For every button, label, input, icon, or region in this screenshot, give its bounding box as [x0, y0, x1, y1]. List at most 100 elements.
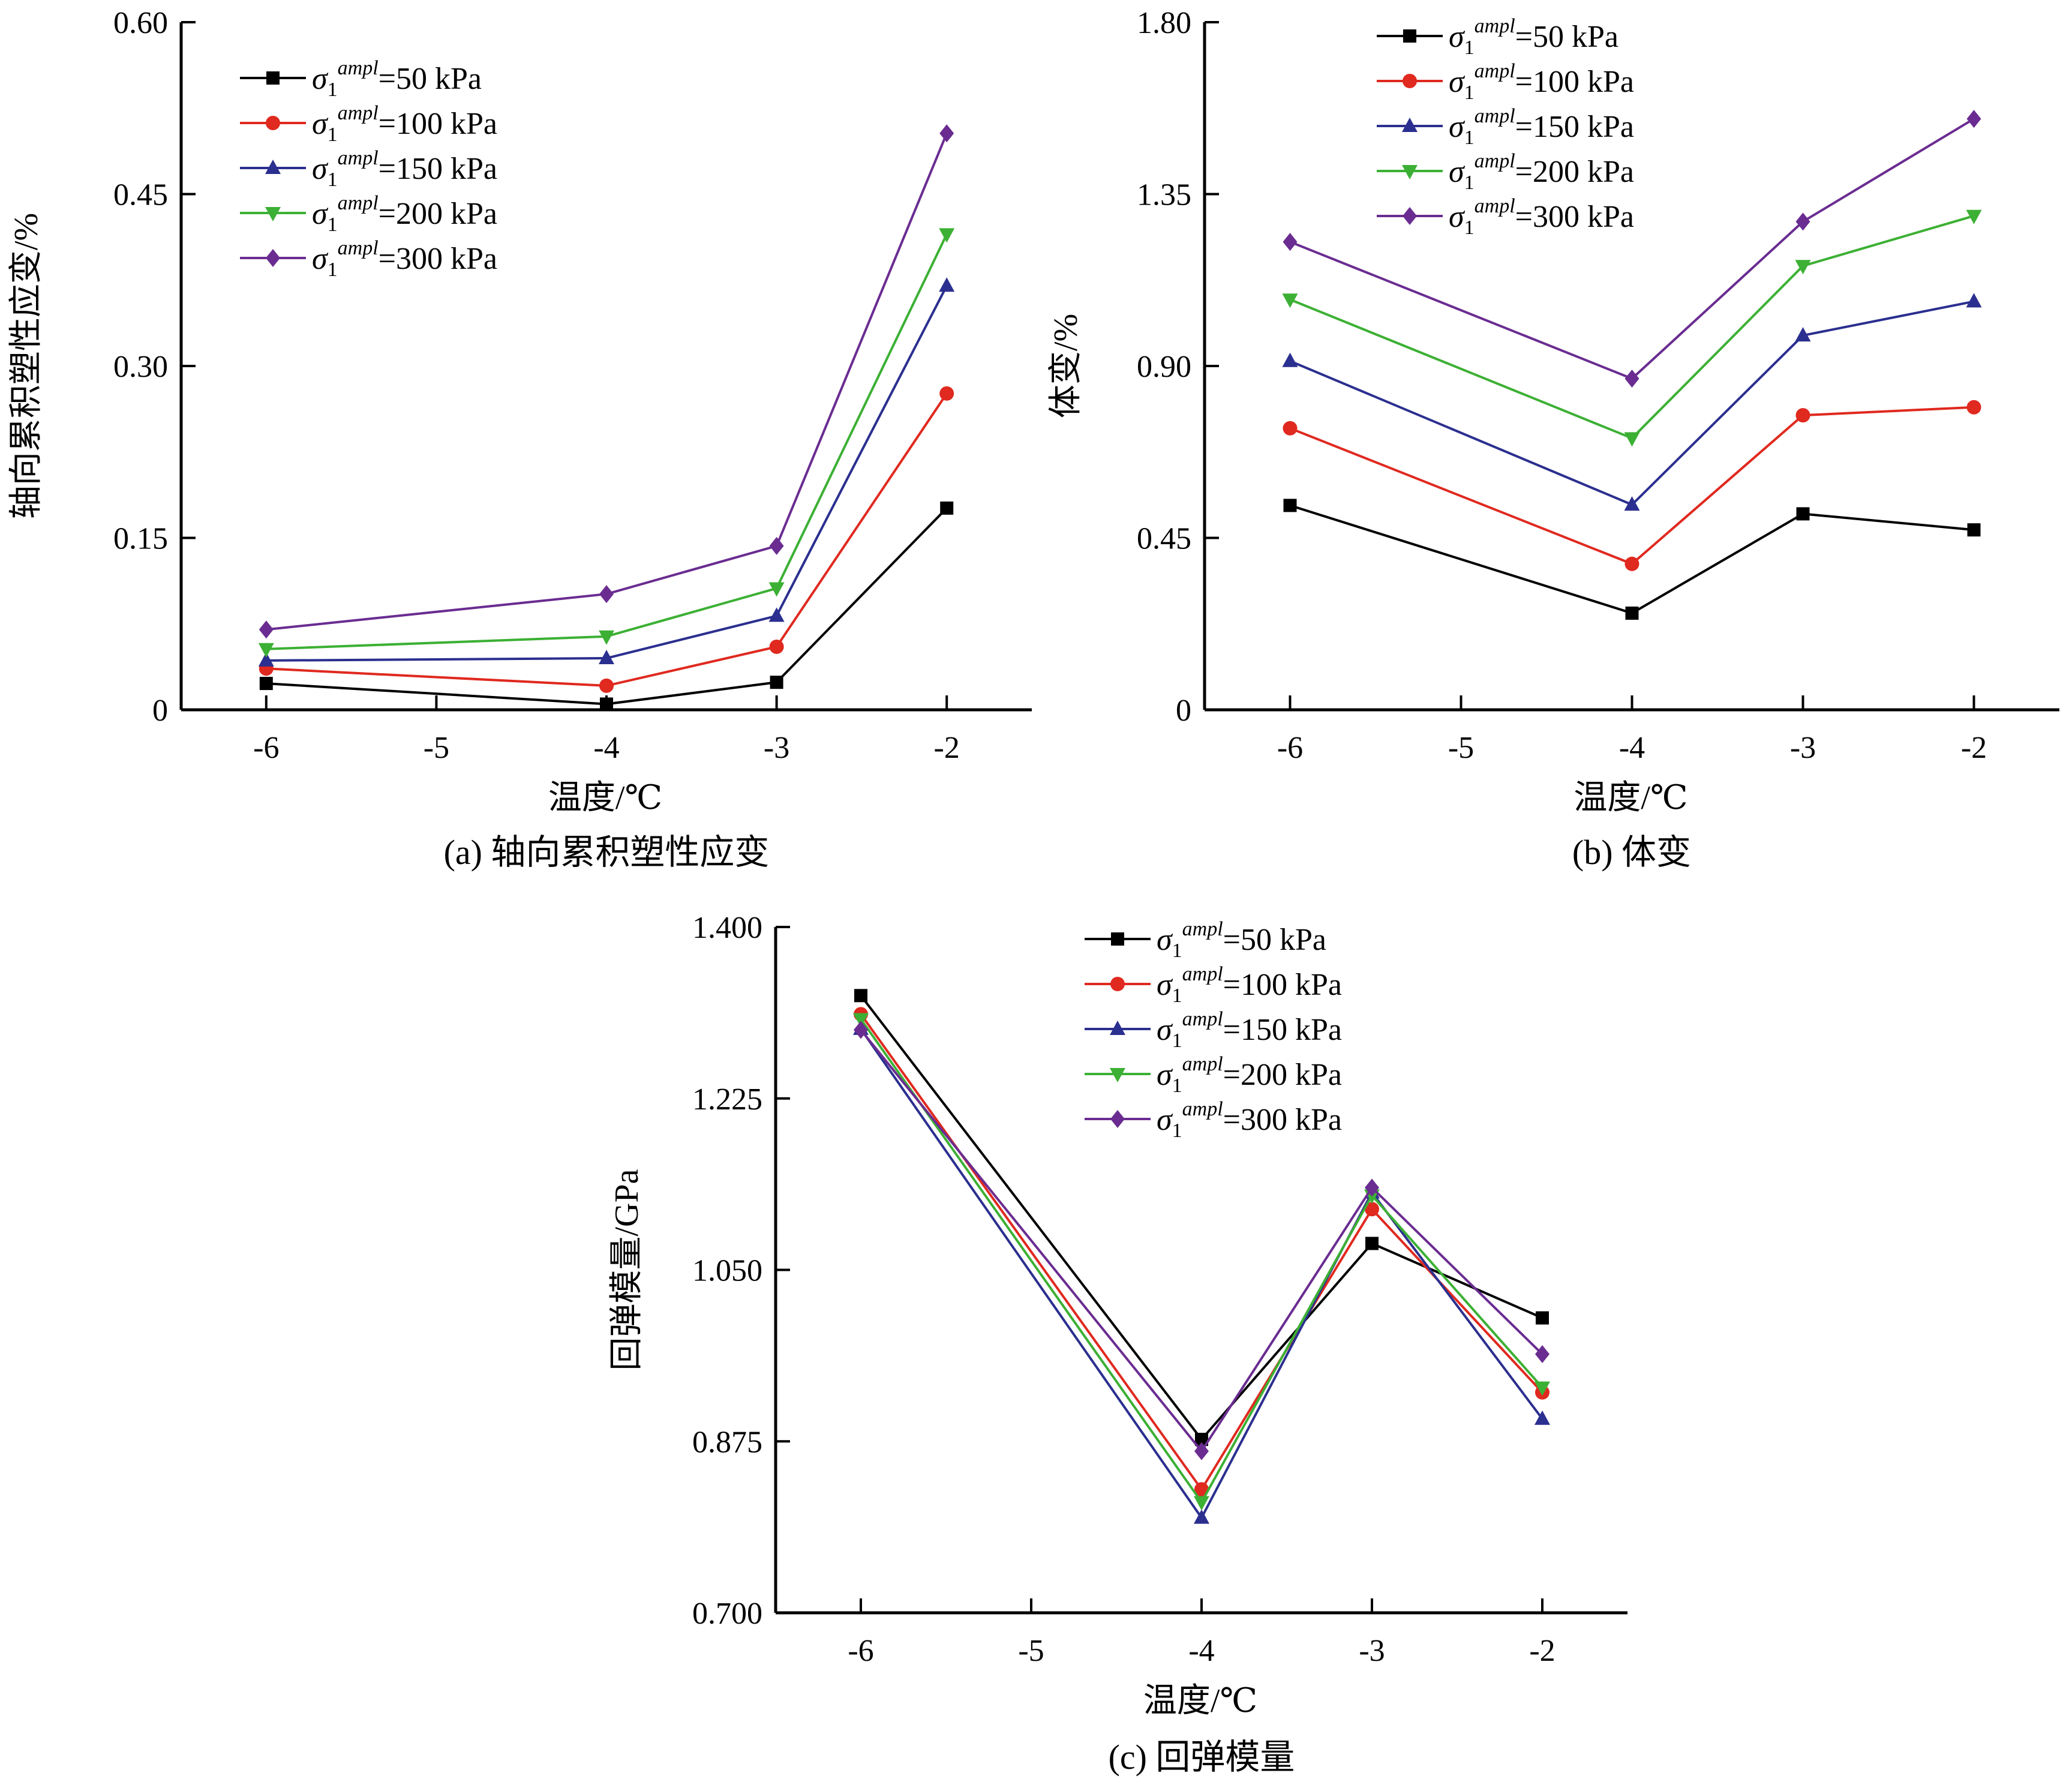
- legend-marker: [265, 207, 281, 221]
- data-point: [1365, 1178, 1379, 1197]
- series-line: [1289, 504, 1974, 615]
- series-1: [259, 386, 954, 693]
- data-point: [854, 1021, 868, 1039]
- legend-marker: [266, 249, 280, 267]
- legend-label: σ1ampl=200 kPa: [312, 192, 497, 236]
- chart-c: 0.700 0.875 1.050 1.225 1.400 -6 -5 -4 -3 -2 温度/℃ 回…: [608, 911, 1627, 1777]
- series-0: [854, 989, 1549, 1446]
- x-axis-label: 温度/℃: [1143, 1682, 1257, 1720]
- data-point: [1796, 507, 1810, 521]
- data-point: [1194, 1496, 1209, 1511]
- legend-label: σ1ampl=100 kPa: [312, 102, 497, 146]
- data-point: [1966, 110, 1981, 128]
- x-tick-label: -6: [1277, 731, 1303, 765]
- series-2: [1282, 293, 1982, 511]
- legend-marker: [1402, 118, 1418, 132]
- data-point: [1283, 421, 1298, 436]
- data-point: [769, 536, 784, 555]
- y-axis-label: 体变/%: [1047, 314, 1085, 418]
- series-line: [266, 133, 948, 631]
- data-point: [258, 652, 274, 667]
- chart-b: 0 0.45 0.90 1.35 1.80 -6 -5 -4 -3 -2 温度/℃ 体变/% (b) 体…: [1047, 6, 2059, 872]
- data-point: [768, 582, 785, 597]
- y-tick-label: 0.875: [692, 1425, 762, 1459]
- data-point: [1625, 606, 1639, 620]
- data-point: [599, 650, 614, 665]
- data-point: [1795, 327, 1811, 342]
- data-point: [1535, 1381, 1550, 1396]
- legend-label: σ1ampl=150 kPa: [1449, 105, 1634, 149]
- data-point: [1194, 1482, 1209, 1497]
- legend-label: σ1ampl=50 kPa: [1449, 15, 1618, 59]
- data-point: [1365, 1202, 1379, 1217]
- chart-caption: (c) 回弹模量: [1109, 1738, 1295, 1777]
- legend-marker: [1110, 977, 1125, 991]
- data-point: [258, 643, 274, 658]
- series-4: [259, 124, 954, 639]
- series-0: [259, 501, 954, 711]
- legend-marker: [1403, 207, 1417, 225]
- series-line: [860, 1018, 1544, 1505]
- y-tick-label: 0.90: [1137, 350, 1191, 384]
- series-line: [266, 392, 948, 687]
- data-point: [853, 1013, 869, 1028]
- data-point: [1624, 370, 1639, 388]
- y-tick-label: 1.225: [692, 1082, 762, 1117]
- legend-label: σ1ampl=100 kPa: [1449, 60, 1634, 104]
- data-point: [1194, 1509, 1209, 1524]
- legend-label: σ1ampl=150 kPa: [312, 147, 497, 191]
- data-point: [1535, 1410, 1550, 1425]
- legend-label: σ1ampl=150 kPa: [1157, 1008, 1342, 1052]
- series-3: [258, 228, 955, 658]
- y-tick-label: 0: [152, 694, 168, 728]
- data-point: [259, 677, 273, 691]
- series-line: [1289, 300, 1974, 506]
- data-point: [1195, 1432, 1208, 1446]
- series-3: [1282, 209, 1982, 447]
- series-line: [1289, 118, 1975, 380]
- data-point: [600, 697, 613, 711]
- x-tick-label: -3: [1790, 731, 1816, 765]
- chart-caption: (a) 轴向累积塑性应变: [444, 833, 770, 872]
- data-point: [1967, 523, 1981, 537]
- data-point: [940, 501, 954, 515]
- y-tick-label: 0.700: [692, 1597, 762, 1631]
- legend-marker: [1402, 165, 1418, 179]
- series-0: [1283, 499, 1981, 620]
- x-tick-label: -4: [1188, 1634, 1214, 1668]
- series-line: [1289, 406, 1974, 566]
- y-tick-label: 0: [1176, 694, 1191, 728]
- series-line: [860, 1013, 1544, 1492]
- x-axis-label: 温度/℃: [548, 779, 662, 817]
- data-point: [1624, 556, 1639, 571]
- data-point: [1282, 352, 1298, 367]
- series-line: [1289, 214, 1975, 440]
- data-point: [1194, 1442, 1209, 1460]
- y-axis-label: 回弹模量/GPa: [608, 1169, 645, 1370]
- series-line: [860, 1028, 1544, 1520]
- data-point: [1536, 1311, 1549, 1325]
- series-line: [860, 995, 1543, 1442]
- x-tick-label: -5: [1448, 731, 1474, 765]
- x-tick-label: -3: [1359, 1634, 1385, 1668]
- legend-marker: [1110, 1110, 1125, 1128]
- x-tick-label: -2: [1529, 1634, 1555, 1668]
- data-point: [1966, 293, 1982, 308]
- x-tick-label: -5: [424, 731, 449, 765]
- data-point: [599, 630, 614, 645]
- data-point: [939, 228, 955, 243]
- chart-caption: (b) 体变: [1572, 833, 1691, 872]
- data-point: [1365, 1237, 1379, 1250]
- data-point: [1966, 400, 1981, 415]
- data-point: [599, 678, 614, 693]
- series-line: [266, 285, 948, 662]
- y-tick-label: 0.60: [113, 6, 168, 40]
- series-3: [853, 1013, 1550, 1511]
- x-tick-label: -4: [1619, 731, 1645, 765]
- data-point: [1283, 499, 1297, 512]
- y-tick-label: 1.400: [692, 911, 762, 945]
- data-point: [1795, 212, 1810, 231]
- legend-marker: [1403, 74, 1417, 88]
